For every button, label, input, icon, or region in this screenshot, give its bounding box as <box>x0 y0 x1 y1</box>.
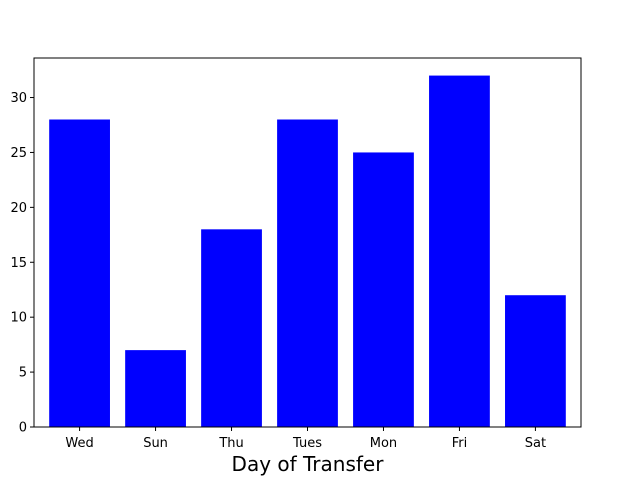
x-tick-label-tues: Tues <box>292 436 322 451</box>
x-axis-title: Day of Transfer <box>232 452 385 476</box>
bar-sat <box>505 295 566 427</box>
y-tick-label: 10 <box>10 311 27 326</box>
y-tick-label: 15 <box>10 256 27 271</box>
x-tick-label-thu: Thu <box>218 436 243 451</box>
y-tick-label: 25 <box>10 146 27 161</box>
bar-wed <box>49 119 110 427</box>
x-tick-label-wed: Wed <box>65 436 93 451</box>
y-tick-label: 30 <box>10 91 27 106</box>
y-axis: 0 5 10 15 20 25 30 <box>10 91 34 436</box>
bar-sun <box>125 350 186 427</box>
x-tick-label-mon: Mon <box>370 436 397 451</box>
bar-tues <box>277 119 338 427</box>
bar-thu <box>201 229 262 427</box>
x-tick-label-sat: Sat <box>525 436 546 451</box>
y-tick-label: 5 <box>19 366 27 381</box>
x-axis: Wed Sun Thu Tues Mon Fri Sat <box>65 427 546 451</box>
y-tick-label: 0 <box>19 421 27 436</box>
y-tick-label: 20 <box>10 201 27 216</box>
bar-mon <box>353 152 414 428</box>
bar-fri <box>429 75 490 428</box>
x-tick-label-sun: Sun <box>143 436 168 451</box>
x-tick-label-fri: Fri <box>452 436 468 451</box>
bars-group <box>49 75 566 428</box>
